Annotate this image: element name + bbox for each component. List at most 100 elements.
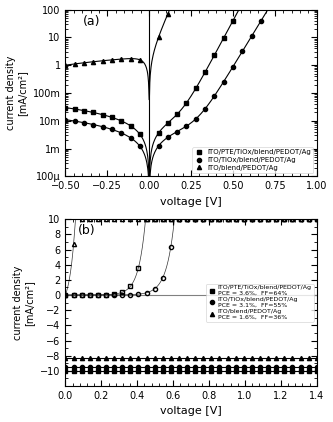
ITO/TiOx/blend/PEDOT/Ag xyxy=(240,49,244,54)
ITO/TiOx/blend/PEDOT/Ag xyxy=(147,257,151,262)
ITO/PTE/TiOx/blend/PEDOT/Ag
PCE = 3.6%,  FF=64% xyxy=(88,368,92,373)
ITO/PTE/TiOx/blend/PEDOT/Ag
PCE = 3.6%,  FF=64% xyxy=(250,368,254,373)
ITO/PTE/TiOx/blend/PEDOT/Ag
PCE = 3.6%,  FF=64% xyxy=(161,368,165,373)
ITO/blend/PEDOT/Ag
PCE = 1.6%,  FF=36% xyxy=(112,356,116,361)
ITO/blend/PEDOT/Ag
PCE = 1.6%,  FF=36% xyxy=(250,356,254,361)
ITO/TiOx/blend/PEDOT/Ag xyxy=(91,122,95,127)
ITO/TiOx/blend/PEDOT/Ag
PCE = 3.1%,  FF=55% xyxy=(217,365,221,370)
ITO/PTE/TiOx/blend/PEDOT/Ag xyxy=(73,106,77,111)
ITO/PTE/TiOx/blend/PEDOT/Ag xyxy=(101,112,105,117)
ITO/blend/PEDOT/Ag
PCE = 1.6%,  FF=36% xyxy=(177,356,181,361)
ITO/blend/PEDOT/Ag xyxy=(82,60,86,65)
ITO/PTE/TiOx/blend/PEDOT/Ag
PCE = 3.6%,  FF=64% xyxy=(80,368,84,373)
ITO/TiOx/blend/PEDOT/Ag xyxy=(119,130,123,135)
ITO/PTE/TiOx/blend/PEDOT/Ag xyxy=(166,121,170,126)
ITO/TiOx/blend/PEDOT/Ag
PCE = 3.1%,  FF=55% xyxy=(315,365,319,370)
ITO/TiOx/blend/PEDOT/Ag
PCE = 3.1%,  FF=55% xyxy=(185,365,189,370)
ITO/TiOx/blend/PEDOT/Ag
PCE = 3.1%,  FF=55% xyxy=(88,365,92,370)
ITO/TiOx/blend/PEDOT/Ag
PCE = 3.1%,  FF=55% xyxy=(128,365,132,370)
ITO/blend/PEDOT/Ag xyxy=(119,57,123,62)
ITO/PTE/TiOx/blend/PEDOT/Ag
PCE = 3.6%,  FF=64% xyxy=(274,368,278,373)
X-axis label: voltage [V]: voltage [V] xyxy=(160,197,222,207)
ITO/blend/PEDOT/Ag xyxy=(129,56,133,61)
ITO/PTE/TiOx/blend/PEDOT/Ag xyxy=(119,119,123,124)
ITO/TiOx/blend/PEDOT/Ag
PCE = 3.1%,  FF=55% xyxy=(290,365,294,370)
ITO/TiOx/blend/PEDOT/Ag xyxy=(73,119,77,124)
ITO/PTE/TiOx/blend/PEDOT/Ag
PCE = 3.6%,  FF=64% xyxy=(290,368,294,373)
ITO/TiOx/blend/PEDOT/Ag
PCE = 3.1%,  FF=55% xyxy=(225,365,229,370)
Legend: ITO/PTE/TiOx/blend/PEDOT/Ag
PCE = 3.6%,  FF=64%, ITO/TiOx/blend/PEDOT/Ag
PCE = 3: ITO/PTE/TiOx/blend/PEDOT/Ag PCE = 3.6%, … xyxy=(206,284,314,322)
ITO/TiOx/blend/PEDOT/Ag xyxy=(64,117,68,122)
ITO/PTE/TiOx/blend/PEDOT/Ag
PCE = 3.6%,  FF=64% xyxy=(193,368,197,373)
ITO/blend/PEDOT/Ag
PCE = 1.6%,  FF=36% xyxy=(169,356,173,361)
ITO/PTE/TiOx/blend/PEDOT/Ag xyxy=(203,70,207,75)
ITO/blend/PEDOT/Ag
PCE = 1.6%,  FF=36% xyxy=(299,356,303,361)
ITO/TiOx/blend/PEDOT/Ag xyxy=(110,127,114,132)
ITO/TiOx/blend/PEDOT/Ag
PCE = 3.1%,  FF=55% xyxy=(274,365,278,370)
ITO/TiOx/blend/PEDOT/Ag
PCE = 3.1%,  FF=55% xyxy=(193,365,197,370)
ITO/blend/PEDOT/Ag
PCE = 1.6%,  FF=36% xyxy=(225,356,229,361)
ITO/blend/PEDOT/Ag
PCE = 1.6%,  FF=36% xyxy=(242,356,246,361)
ITO/PTE/TiOx/blend/PEDOT/Ag
PCE = 3.6%,  FF=64% xyxy=(120,368,124,373)
ITO/blend/PEDOT/Ag
PCE = 1.6%,  FF=36% xyxy=(185,356,189,361)
ITO/blend/PEDOT/Ag xyxy=(64,62,68,68)
ITO/blend/PEDOT/Ag
PCE = 1.6%,  FF=36% xyxy=(217,356,221,361)
ITO/blend/PEDOT/Ag
PCE = 1.6%,  FF=36% xyxy=(64,356,68,361)
ITO/PTE/TiOx/blend/PEDOT/Ag
PCE = 3.6%,  FF=64% xyxy=(242,368,246,373)
ITO/TiOx/blend/PEDOT/Ag
PCE = 3.1%,  FF=55% xyxy=(104,365,108,370)
ITO/TiOx/blend/PEDOT/Ag
PCE = 3.1%,  FF=55% xyxy=(201,365,205,370)
ITO/TiOx/blend/PEDOT/Ag
PCE = 3.1%,  FF=55% xyxy=(266,365,270,370)
Line: ITO/PTE/TiOx/blend/PEDOT/Ag
PCE = 3.6%,  FF=64%: ITO/PTE/TiOx/blend/PEDOT/Ag PCE = 3.6%, … xyxy=(63,369,319,373)
ITO/TiOx/blend/PEDOT/Ag
PCE = 3.1%,  FF=55% xyxy=(282,365,286,370)
ITO/TiOx/blend/PEDOT/Ag xyxy=(231,64,235,69)
ITO/TiOx/blend/PEDOT/Ag xyxy=(212,93,216,98)
ITO/blend/PEDOT/Ag
PCE = 1.6%,  FF=36% xyxy=(137,356,141,361)
ITO/PTE/TiOx/blend/PEDOT/Ag
PCE = 3.6%,  FF=64% xyxy=(72,368,76,373)
ITO/PTE/TiOx/blend/PEDOT/Ag
PCE = 3.6%,  FF=64% xyxy=(217,368,221,373)
ITO/PTE/TiOx/blend/PEDOT/Ag xyxy=(194,86,198,91)
Text: (b): (b) xyxy=(78,224,96,237)
ITO/blend/PEDOT/Ag
PCE = 1.6%,  FF=36% xyxy=(153,356,157,361)
ITO/TiOx/blend/PEDOT/Ag xyxy=(222,79,226,84)
ITO/PTE/TiOx/blend/PEDOT/Ag
PCE = 3.6%,  FF=64% xyxy=(96,368,100,373)
ITO/TiOx/blend/PEDOT/Ag xyxy=(268,3,272,8)
ITO/PTE/TiOx/blend/PEDOT/Ag
PCE = 3.6%,  FF=64% xyxy=(282,368,286,373)
ITO/TiOx/blend/PEDOT/Ag
PCE = 3.1%,  FF=55% xyxy=(177,365,181,370)
ITO/blend/PEDOT/Ag
PCE = 1.6%,  FF=36% xyxy=(80,356,84,361)
ITO/PTE/TiOx/blend/PEDOT/Ag
PCE = 3.6%,  FF=64% xyxy=(185,368,189,373)
ITO/blend/PEDOT/Ag
PCE = 1.6%,  FF=36% xyxy=(258,356,262,361)
ITO/PTE/TiOx/blend/PEDOT/Ag xyxy=(231,18,235,23)
Line: ITO/TiOx/blend/PEDOT/Ag: ITO/TiOx/blend/PEDOT/Ag xyxy=(63,0,319,262)
ITO/TiOx/blend/PEDOT/Ag
PCE = 3.1%,  FF=55% xyxy=(80,365,84,370)
ITO/PTE/TiOx/blend/PEDOT/Ag
PCE = 3.6%,  FF=64% xyxy=(201,368,205,373)
ITO/blend/PEDOT/Ag
PCE = 1.6%,  FF=36% xyxy=(96,356,100,361)
ITO/TiOx/blend/PEDOT/Ag
PCE = 3.1%,  FF=55% xyxy=(137,365,141,370)
ITO/PTE/TiOx/blend/PEDOT/Ag
PCE = 3.6%,  FF=64% xyxy=(145,368,149,373)
ITO/blend/PEDOT/Ag
PCE = 1.6%,  FF=36% xyxy=(104,356,108,361)
ITO/blend/PEDOT/Ag xyxy=(157,35,161,40)
ITO/TiOx/blend/PEDOT/Ag xyxy=(259,19,263,24)
ITO/blend/PEDOT/Ag xyxy=(73,61,77,66)
ITO/blend/PEDOT/Ag
PCE = 1.6%,  FF=36% xyxy=(120,356,124,361)
ITO/blend/PEDOT/Ag
PCE = 1.6%,  FF=36% xyxy=(72,356,76,361)
ITO/TiOx/blend/PEDOT/Ag xyxy=(203,106,207,111)
ITO/blend/PEDOT/Ag
PCE = 1.6%,  FF=36% xyxy=(128,356,132,361)
ITO/PTE/TiOx/blend/PEDOT/Ag
PCE = 3.6%,  FF=64% xyxy=(104,368,108,373)
ITO/blend/PEDOT/Ag
PCE = 1.6%,  FF=36% xyxy=(193,356,197,361)
ITO/blend/PEDOT/Ag
PCE = 1.6%,  FF=36% xyxy=(88,356,92,361)
ITO/blend/PEDOT/Ag
PCE = 1.6%,  FF=36% xyxy=(266,356,270,361)
ITO/TiOx/blend/PEDOT/Ag xyxy=(138,144,142,149)
ITO/blend/PEDOT/Ag xyxy=(166,11,170,16)
Legend: ITO/PTE/TiOx/blend/PEDOT/Ag, ITO/TiOx/blend/PEDOT/Ag, ITO/blend/PEDOT/Ag: ITO/PTE/TiOx/blend/PEDOT/Ag, ITO/TiOx/bl… xyxy=(192,147,313,173)
ITO/PTE/TiOx/blend/PEDOT/Ag
PCE = 3.6%,  FF=64% xyxy=(225,368,229,373)
ITO/blend/PEDOT/Ag
PCE = 1.6%,  FF=36% xyxy=(282,356,286,361)
ITO/PTE/TiOx/blend/PEDOT/Ag
PCE = 3.6%,  FF=64% xyxy=(153,368,157,373)
ITO/blend/PEDOT/Ag xyxy=(147,257,151,262)
Line: ITO/blend/PEDOT/Ag: ITO/blend/PEDOT/Ag xyxy=(63,0,319,262)
ITO/TiOx/blend/PEDOT/Ag
PCE = 3.1%,  FF=55% xyxy=(242,365,246,370)
ITO/PTE/TiOx/blend/PEDOT/Ag
PCE = 3.6%,  FF=64% xyxy=(315,368,319,373)
ITO/PTE/TiOx/blend/PEDOT/Ag xyxy=(91,110,95,115)
ITO/TiOx/blend/PEDOT/Ag xyxy=(166,135,170,140)
ITO/blend/PEDOT/Ag
PCE = 1.6%,  FF=36% xyxy=(290,356,294,361)
Y-axis label: current density
[mA/cm²]: current density [mA/cm²] xyxy=(13,265,35,340)
